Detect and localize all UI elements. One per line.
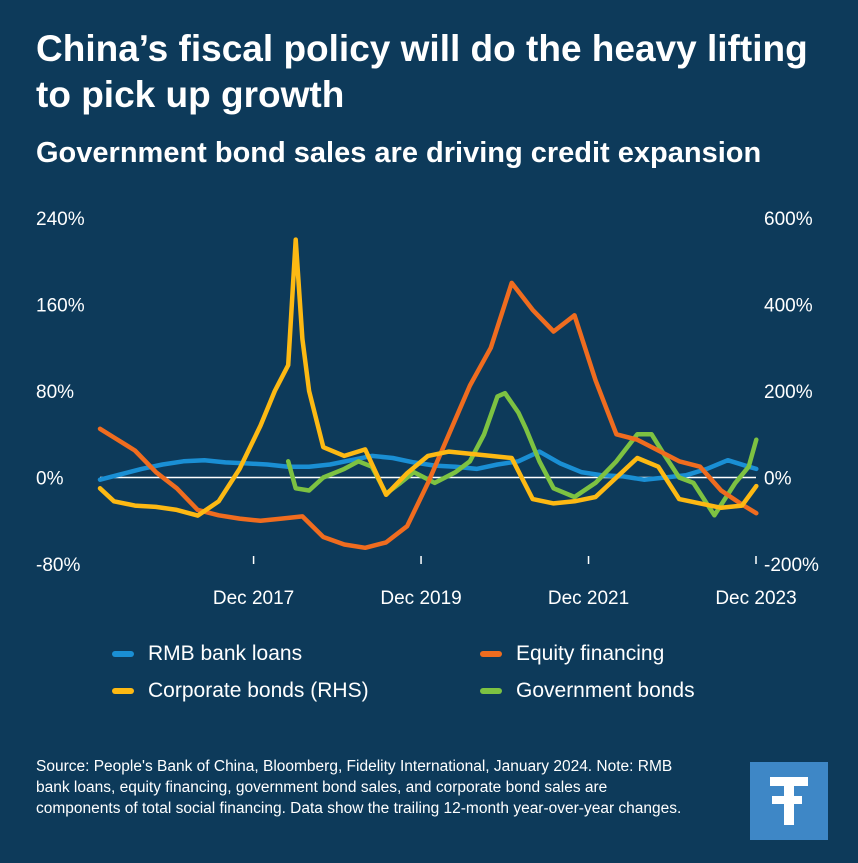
x-axis: Dec 2017 Dec 2019 Dec 2021 Dec 2023: [213, 556, 797, 609]
legend-item-rmb-bank-loans: RMB bank loans: [112, 642, 480, 666]
series-line-government-bonds: [285, 390, 759, 518]
legend-swatch: [480, 651, 502, 657]
legend-swatch: [112, 651, 134, 657]
legend-label: Equity financing: [516, 642, 665, 665]
x-tick-label: Dec 2017: [213, 588, 294, 609]
x-tick-label: Dec 2021: [548, 588, 629, 609]
x-tick-label: Dec 2019: [380, 588, 461, 609]
y-right-tick-label: 200%: [764, 382, 813, 403]
fidelity-logo: [750, 762, 828, 840]
legend-label: RMB bank loans: [148, 642, 303, 665]
y-left-tick-label: 240%: [36, 209, 85, 230]
y-left-tick-label: -80%: [36, 555, 80, 576]
y-right-tick-label: -200%: [764, 555, 819, 576]
legend-label: Corporate bonds (RHS): [148, 679, 369, 702]
y-right-tick-label: 400%: [764, 296, 813, 317]
source-note: Source: People's Bank of China, Bloomber…: [36, 758, 682, 817]
x-tick-label: Dec 2023: [715, 588, 796, 609]
line-chart: 240% 160% 80% 0% -80% 600% 400% 200% 0% -200% De…: [36, 209, 819, 609]
chart-subtitle: Government bond sales are driving credit…: [36, 137, 762, 169]
y-right-tick-label: 600%: [764, 209, 813, 230]
series-line-equity-financing: [97, 280, 759, 551]
legend-swatch: [480, 688, 502, 694]
series-lines: [97, 237, 759, 551]
legend-item-equity-financing: Equity financing: [480, 642, 752, 666]
series-line-corporate-bonds-rhs: [97, 237, 759, 518]
y-left-tick-label: 0%: [36, 469, 64, 490]
y-left-tick-label: 80%: [36, 382, 74, 403]
chart-title: China’s fiscal policy will do the heavy …: [36, 28, 808, 115]
legend: RMB bank loans Equity financing Corporat…: [112, 642, 752, 703]
legend-item-government-bonds: Government bonds: [480, 679, 752, 703]
legend-label: Government bonds: [516, 679, 695, 702]
y-right-tick-label: 0%: [764, 469, 792, 490]
y-left-tick-label: 160%: [36, 296, 85, 317]
legend-item-corporate-bonds: Corporate bonds (RHS): [112, 679, 480, 703]
legend-swatch: [112, 688, 134, 694]
y-axis-left: 240% 160% 80% 0% -80%: [36, 209, 85, 576]
fidelity-f-icon: [770, 777, 808, 825]
y-axis-right: 600% 400% 200% 0% -200%: [764, 209, 819, 576]
